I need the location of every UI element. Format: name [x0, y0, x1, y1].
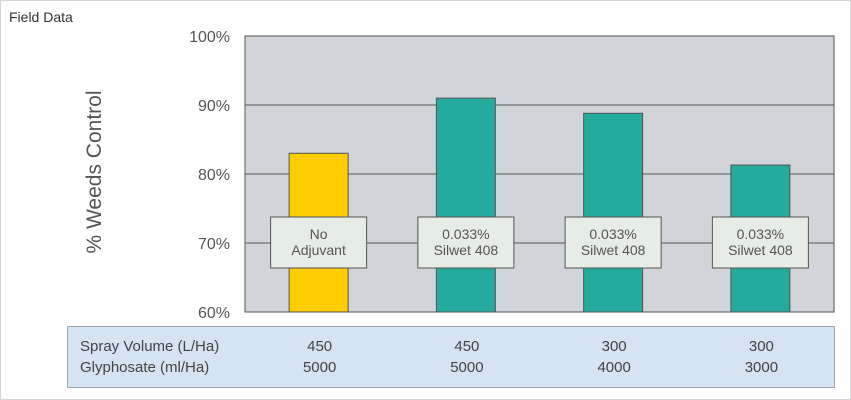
- y-axis-ticks: 60% 70% 80% 90% 100%: [189, 29, 230, 322]
- bar-label-box: 0.033%Silwet 408: [564, 216, 662, 269]
- table-cell: 5000: [302, 359, 337, 376]
- table-row-label: Glyphosate (ml/Ha): [80, 359, 210, 376]
- y-axis-label: % Weeds Control: [83, 90, 106, 253]
- y-tick-label: 90%: [198, 98, 230, 115]
- bar-label-background: [564, 216, 662, 269]
- bar-label-box: 0.033%Silwet 408: [417, 216, 515, 269]
- bar-label-line: 0.033%: [589, 226, 636, 242]
- table-row-label: Spray Volume (L/Ha): [80, 338, 220, 355]
- header-label: Field Data: [9, 9, 73, 25]
- table-cell: 300: [748, 338, 774, 355]
- bar-label-line: No: [310, 226, 328, 242]
- bar-label-background: [711, 216, 809, 269]
- bar: [435, 97, 496, 313]
- bar-label-box: 0.033%Silwet 408: [711, 216, 809, 269]
- table-cell: 450: [454, 338, 480, 355]
- y-tick-label: 100%: [189, 29, 230, 46]
- bar-label-background: [270, 216, 368, 269]
- y-tick-label: 60%: [198, 305, 230, 322]
- table-cell: 450: [307, 338, 333, 355]
- y-tick-label: 80%: [198, 167, 230, 184]
- data-table: Spray Volume (L/Ha) 450 450 300 300 Glyphosat…: [67, 326, 835, 388]
- table-cell: 5000: [450, 359, 484, 376]
- y-tick-label: 70%: [198, 236, 230, 253]
- bar-label-line: 0.033%: [442, 226, 489, 242]
- table-cell: 3000: [744, 359, 779, 376]
- bar-label-background: [417, 216, 515, 269]
- bar-label-line: Silwet 408: [434, 242, 499, 258]
- bar: [583, 112, 644, 313]
- bar-label-line: Silwet 408: [581, 242, 646, 258]
- bar-chart: 60%70%80%90%100% NoAdjuvant0.033%Silwet …: [83, 29, 835, 322]
- bar-label-line: 0.033%: [737, 226, 784, 242]
- bar-label-line: Adjuvant: [291, 242, 346, 258]
- table-cell: 300: [601, 338, 627, 355]
- table-cell: 4000: [597, 359, 631, 376]
- bar-label-line: Silwet 408: [728, 242, 793, 258]
